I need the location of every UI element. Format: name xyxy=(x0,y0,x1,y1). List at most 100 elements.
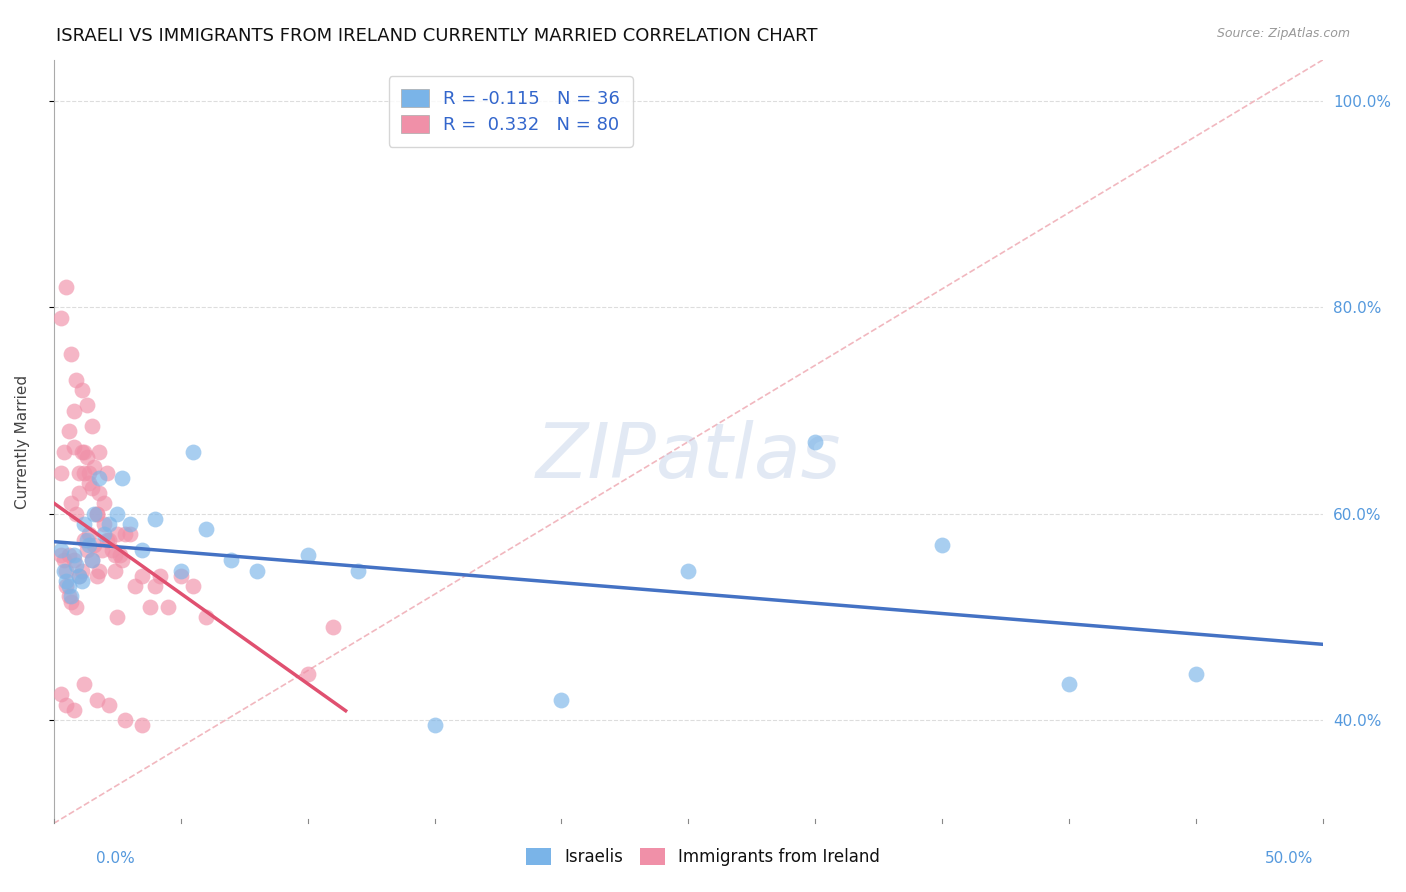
Point xyxy=(51,548,73,562)
Point xyxy=(98,517,121,532)
Point xyxy=(139,599,162,614)
Point xyxy=(93,527,115,541)
Point xyxy=(297,666,319,681)
Point xyxy=(77,538,100,552)
Point xyxy=(143,512,166,526)
Point xyxy=(86,692,108,706)
Point xyxy=(77,466,100,480)
Point xyxy=(297,548,319,562)
Point xyxy=(51,466,73,480)
Point xyxy=(76,450,98,464)
Point xyxy=(89,486,111,500)
Point xyxy=(65,507,87,521)
Point xyxy=(1059,677,1081,691)
Text: ZIPatlas: ZIPatlas xyxy=(536,420,841,494)
Text: 0.0%: 0.0% xyxy=(96,851,135,865)
Point xyxy=(73,445,96,459)
Point xyxy=(83,507,105,521)
Point xyxy=(103,548,125,562)
Point xyxy=(156,599,179,614)
Point xyxy=(169,564,191,578)
Point xyxy=(52,564,75,578)
Point xyxy=(63,440,86,454)
Point xyxy=(105,507,128,521)
Point xyxy=(73,466,96,480)
Point xyxy=(76,543,98,558)
Point xyxy=(73,533,96,547)
Point xyxy=(124,579,146,593)
Point xyxy=(194,522,217,536)
Text: ISRAELI VS IMMIGRANTS FROM IRELAND CURRENTLY MARRIED CORRELATION CHART: ISRAELI VS IMMIGRANTS FROM IRELAND CURRE… xyxy=(56,27,818,45)
Point xyxy=(73,517,96,532)
Point xyxy=(96,466,118,480)
Legend: R = -0.115   N = 36, R =  0.332   N = 80: R = -0.115 N = 36, R = 0.332 N = 80 xyxy=(389,77,633,146)
Point xyxy=(118,527,141,541)
Point xyxy=(80,419,103,434)
Point xyxy=(58,590,80,604)
Point xyxy=(181,579,204,593)
Point xyxy=(67,486,90,500)
Point xyxy=(67,466,90,480)
Point xyxy=(89,564,111,578)
Point xyxy=(65,558,87,573)
Point xyxy=(86,507,108,521)
Point xyxy=(83,538,105,552)
Point xyxy=(60,594,83,608)
Point xyxy=(51,688,73,702)
Point xyxy=(181,445,204,459)
Point xyxy=(93,517,115,532)
Point xyxy=(63,403,86,417)
Point xyxy=(114,527,136,541)
Point xyxy=(70,564,93,578)
Point xyxy=(931,538,953,552)
Point xyxy=(76,398,98,412)
Point xyxy=(80,553,103,567)
Point xyxy=(221,553,243,567)
Point xyxy=(111,471,134,485)
Point xyxy=(52,553,75,567)
Point xyxy=(678,564,700,578)
Point xyxy=(70,574,93,588)
Point xyxy=(98,698,121,712)
Point xyxy=(89,471,111,485)
Point xyxy=(101,543,124,558)
Point xyxy=(118,517,141,532)
Point xyxy=(80,481,103,495)
Point xyxy=(55,279,77,293)
Point xyxy=(131,568,153,582)
Point xyxy=(58,579,80,593)
Point xyxy=(70,445,93,459)
Point xyxy=(143,579,166,593)
Point xyxy=(63,553,86,567)
Point xyxy=(105,527,128,541)
Point xyxy=(63,703,86,717)
Point xyxy=(65,373,87,387)
Point xyxy=(169,568,191,582)
Point xyxy=(103,564,125,578)
Point xyxy=(60,496,83,510)
Point xyxy=(76,533,98,547)
Point xyxy=(51,543,73,558)
Point xyxy=(105,610,128,624)
Point xyxy=(51,310,73,325)
Point xyxy=(80,553,103,567)
Point xyxy=(89,445,111,459)
Point xyxy=(246,564,269,578)
Point xyxy=(55,564,77,578)
Point xyxy=(1185,666,1208,681)
Point xyxy=(131,718,153,732)
Point xyxy=(111,553,134,567)
Point xyxy=(108,548,131,562)
Point xyxy=(86,568,108,582)
Point xyxy=(93,496,115,510)
Point xyxy=(55,574,77,588)
Text: Source: ZipAtlas.com: Source: ZipAtlas.com xyxy=(1216,27,1350,40)
Point xyxy=(52,445,75,459)
Point xyxy=(63,548,86,562)
Point xyxy=(194,610,217,624)
Point xyxy=(86,507,108,521)
Point xyxy=(98,533,121,547)
Point xyxy=(58,548,80,562)
Point xyxy=(67,568,90,582)
Point xyxy=(60,590,83,604)
